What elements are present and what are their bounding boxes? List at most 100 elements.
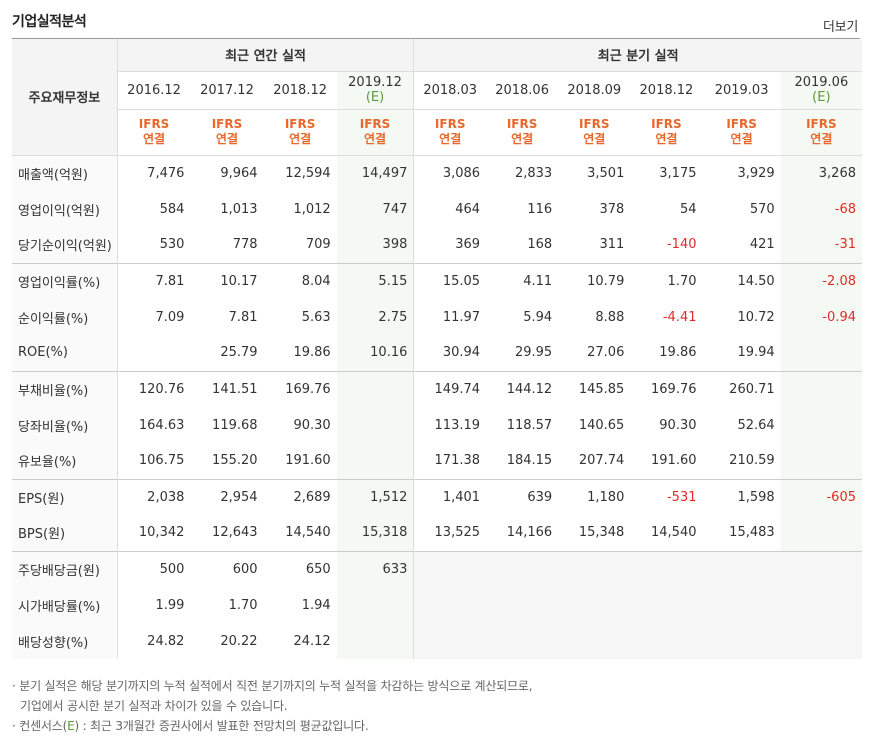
value-cell: 2.75 <box>336 299 415 335</box>
value-cell: 29.95 <box>514 345 553 361</box>
value-cell: 10.16 <box>336 335 415 371</box>
value-cell <box>780 335 862 371</box>
value-cell <box>486 550 559 587</box>
value-cell: 398 <box>336 227 415 263</box>
value-cell: 2,954 <box>190 478 264 515</box>
value-cell: 14,540 <box>651 525 697 541</box>
value-cell: 464 <box>455 201 481 217</box>
value-cell: 4.11 <box>486 262 559 299</box>
value-cell: 141.51 <box>190 370 264 407</box>
value-cell: -31 <box>780 227 862 263</box>
value-cell: 14,497 <box>336 155 415 191</box>
value-cell <box>702 587 781 623</box>
section-title: 기업실적분석 <box>12 14 87 30</box>
value-cell: 191.60 <box>651 453 697 469</box>
value-cell: 24.82 <box>147 633 185 649</box>
value-cell: 15,483 <box>729 525 775 541</box>
value-cell <box>117 335 190 371</box>
value-cell: 120.76 <box>117 370 191 407</box>
value-cell: 164.63 <box>138 417 185 433</box>
value-cell: 369 <box>455 237 481 253</box>
value-cell <box>486 623 559 659</box>
period-header: 2019.12 (E) <box>336 71 415 110</box>
period-header: 2016.12 <box>117 71 191 110</box>
value-cell <box>630 550 703 587</box>
value-cell: 530 <box>159 237 185 253</box>
value-cell: 3,086 <box>442 165 481 181</box>
value-cell <box>780 550 862 587</box>
title-divider <box>12 38 860 39</box>
value-cell <box>702 623 781 659</box>
value-cell: 600 <box>190 550 264 587</box>
value-cell <box>558 550 631 587</box>
value-cell: 9,964 <box>220 165 258 181</box>
value-cell <box>336 443 415 479</box>
estimate-label: (E) <box>365 90 385 105</box>
value-cell: 144.12 <box>486 370 559 407</box>
value-cell: 149.74 <box>413 370 487 407</box>
value-cell: 2,833 <box>514 165 553 181</box>
value-cell: 119.68 <box>212 417 258 433</box>
row-label: 영업이익률(%) <box>12 262 118 299</box>
value-cell: 10.79 <box>558 262 631 299</box>
table-row: 매출액(억원) 7,476 9,964 12,594 14,497 3,086 2,833 3… <box>12 155 862 191</box>
value-cell: 25.79 <box>220 345 258 361</box>
value-cell: 1,598 <box>702 478 781 515</box>
value-cell: 639 <box>486 478 559 515</box>
value-cell: -68 <box>780 191 862 227</box>
ifrs-consolidated-badge: IFRS 연결 <box>263 109 337 156</box>
row-label: 배당성향(%) <box>12 623 118 659</box>
ifrs-consolidated-badge: IFRS 연결 <box>702 109 781 156</box>
value-cell <box>336 623 415 659</box>
note-line-1: · 분기 실적은 해당 분기까지의 누적 실적에서 직전 분기까지의 누적 실적… <box>12 679 533 693</box>
value-cell: 2,038 <box>117 478 191 515</box>
table-row: 영업이익(억원) 584 1,013 1,012 747 464 116 378 54 570 -6… <box>12 191 862 227</box>
value-cell: 1,512 <box>336 478 415 515</box>
row-label: 부채비율(%) <box>12 370 118 407</box>
value-cell: 171.38 <box>434 453 481 469</box>
note-line-2: 기업에서 공시한 분기 실적과 차이가 있을 수 있습니다. <box>20 699 288 713</box>
period-header: 2018.09 <box>558 71 631 110</box>
value-cell: 106.75 <box>138 453 185 469</box>
value-cell: 113.19 <box>434 417 481 433</box>
value-cell <box>702 550 781 587</box>
value-cell: 778 <box>232 237 258 253</box>
value-cell: 169.76 <box>630 370 703 407</box>
ifrs-consolidated-badge: IFRS 연결 <box>190 109 264 156</box>
ifrs-consolidated-badge: IFRS 연결 <box>486 109 559 156</box>
value-cell <box>413 587 487 623</box>
value-cell: 191.60 <box>285 453 331 469</box>
value-cell: 210.59 <box>729 453 775 469</box>
value-cell: 747 <box>336 191 415 227</box>
value-cell: 3,175 <box>659 165 697 181</box>
value-cell: 140.65 <box>578 417 625 433</box>
value-cell: 5.63 <box>301 309 331 325</box>
value-cell: -531 <box>630 478 703 515</box>
corner-header: 주요재무정보 <box>12 39 118 156</box>
value-cell: 184.15 <box>506 453 553 469</box>
value-cell: 8.88 <box>595 309 625 325</box>
row-label: 순이익률(%) <box>12 299 118 335</box>
value-cell: 14,540 <box>285 525 331 541</box>
value-cell: 116 <box>527 201 553 217</box>
value-cell: 10.72 <box>737 309 775 325</box>
value-cell <box>780 587 862 623</box>
value-cell: 3,501 <box>587 165 625 181</box>
financial-table: 주요재무정보 최근 연간 실적 최근 분기 실적 2016.12 2017.12 2… <box>12 39 862 659</box>
value-cell <box>630 623 703 659</box>
period-header: 2018.12 <box>263 71 337 110</box>
value-cell: 709 <box>305 237 331 253</box>
value-cell: 155.20 <box>212 453 258 469</box>
table-row: ROE(%) 25.79 19.86 10.16 30.94 29.95 27.06 19.8… <box>12 335 862 371</box>
value-cell: 584 <box>159 201 185 217</box>
ifrs-consolidated-badge: IFRS 연결 <box>558 109 631 156</box>
value-cell: 311 <box>599 237 625 253</box>
value-cell: 10,342 <box>138 525 185 541</box>
more-link[interactable]: 더보기 <box>823 16 858 35</box>
value-cell: 7.81 <box>117 262 191 299</box>
value-cell: 19.94 <box>737 345 775 361</box>
value-cell: 260.71 <box>702 370 781 407</box>
value-cell <box>780 370 862 407</box>
value-cell: 90.30 <box>659 417 697 433</box>
row-label: BPS(원) <box>12 515 118 551</box>
